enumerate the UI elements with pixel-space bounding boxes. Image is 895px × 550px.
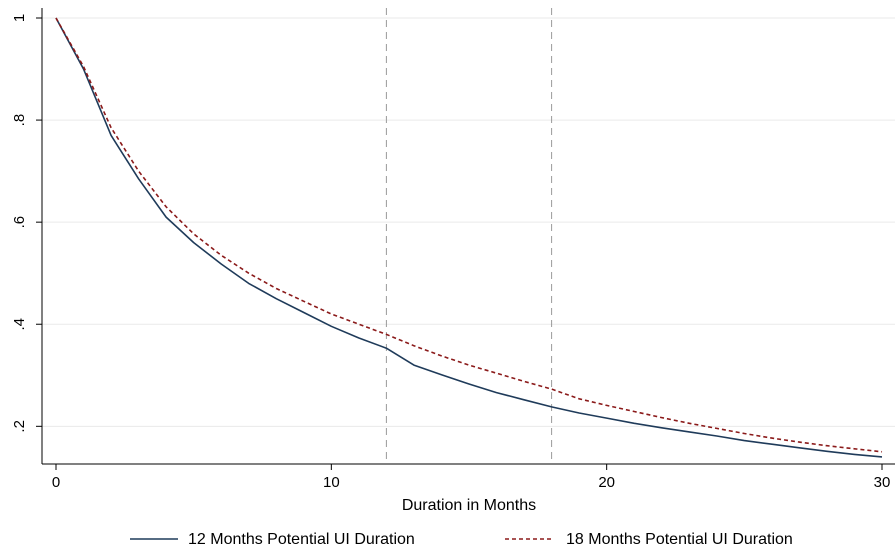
x-axis-title: Duration in Months bbox=[402, 497, 536, 514]
y-tick-label-0: .2 bbox=[11, 420, 28, 433]
grid-lines bbox=[42, 17, 895, 427]
x-tick-label-20: 20 bbox=[598, 474, 615, 491]
y-tick-label-4: 1 bbox=[11, 14, 28, 22]
x-tick-label-30: 30 bbox=[874, 474, 891, 491]
x-axis-ticks: 0 10 20 30 bbox=[52, 464, 891, 491]
series-lines bbox=[55, 17, 883, 458]
y-axis-ticks: .2 .4 .6 .8 1 bbox=[11, 14, 42, 433]
legend-label-18-months: 18 Months Potential UI Duration bbox=[566, 531, 793, 548]
reference-lines bbox=[385, 8, 553, 464]
series-line-18-months bbox=[55, 17, 883, 453]
series-line-12-months bbox=[55, 17, 883, 458]
x-tick-label-10: 10 bbox=[323, 474, 340, 491]
x-tick-label-0: 0 bbox=[52, 474, 60, 491]
y-tick-label-2: .6 bbox=[11, 216, 28, 229]
y-tick-label-3: .8 bbox=[11, 114, 28, 127]
legend-label-12-months: 12 Months Potential UI Duration bbox=[188, 531, 415, 548]
y-tick-label-1: .4 bbox=[11, 318, 28, 331]
legend: 12 Months Potential UI Duration 18 Month… bbox=[130, 531, 793, 548]
